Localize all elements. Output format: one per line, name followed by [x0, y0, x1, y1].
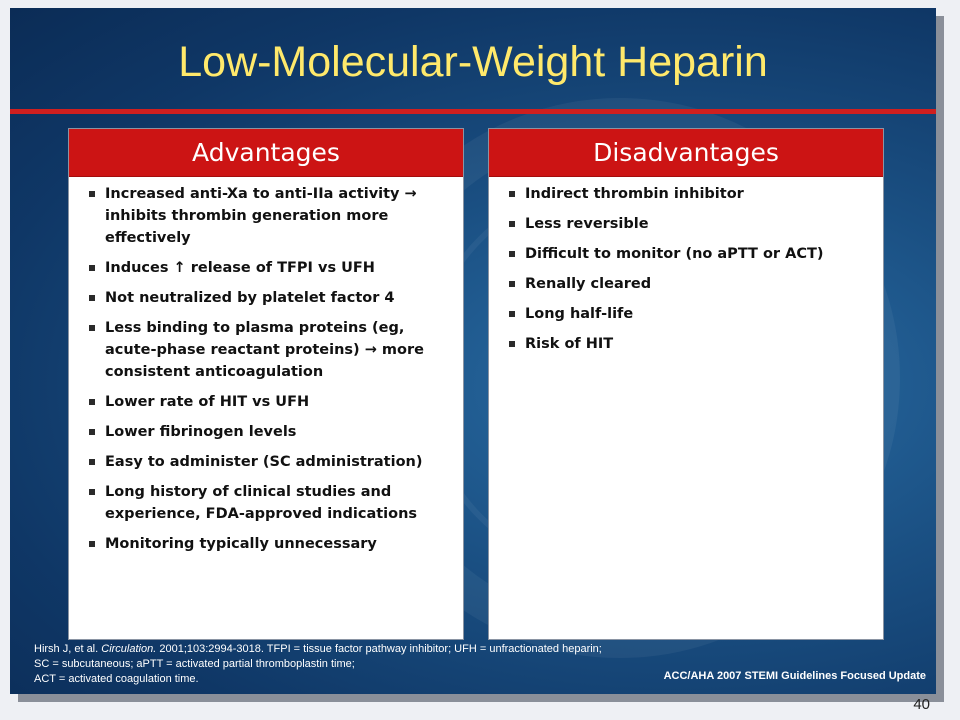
advantage-item: Monitoring typically unnecessary — [89, 533, 453, 555]
disadvantage-item: Difficult to monitor (no aPTT or ACT) — [509, 243, 873, 265]
footnote-line-1: Hirsh J, et al. Circulation. 2001;103:29… — [34, 642, 754, 657]
guideline-credit: ACC/AHA 2007 STEMI Guidelines Focused Up… — [663, 670, 926, 682]
advantages-heading: Advantages — [69, 129, 463, 177]
advantages-list: Increased anti-Xa to anti-IIa activity →… — [69, 177, 463, 555]
advantage-item: Less binding to plasma proteins (eg, acu… — [89, 317, 453, 383]
reference-footnote: Hirsh J, et al. Circulation. 2001;103:29… — [34, 642, 754, 687]
advantages-panel: Advantages Increased anti-Xa to anti-IIa… — [68, 128, 464, 640]
disadvantage-item: Risk of HIT — [509, 333, 873, 355]
slide-title: Low-Molecular-Weight Heparin — [178, 38, 768, 86]
advantage-item: Induces ↑ release of TFPI vs UFH — [89, 257, 453, 279]
disadvantage-item: Less reversible — [509, 213, 873, 235]
advantage-item: Lower fibrinogen levels — [89, 421, 453, 443]
slide: Low-Molecular-Weight Heparin Advantages … — [10, 8, 936, 694]
page-number: 40 — [913, 696, 930, 713]
advantage-item: Lower rate of HIT vs UFH — [89, 391, 453, 413]
title-divider — [10, 109, 936, 114]
disadvantages-list: Indirect thrombin inhibitor Less reversi… — [489, 177, 883, 355]
disadvantages-heading: Disadvantages — [489, 129, 883, 177]
advantage-item: Not neutralized by platelet factor 4 — [89, 287, 453, 309]
disadvantage-item: Renally cleared — [509, 273, 873, 295]
footnote-line-2: SC = subcutaneous; aPTT = activated part… — [34, 658, 355, 670]
advantage-item: Long history of clinical studies and exp… — [89, 481, 453, 525]
footnote-authors: Hirsh J, et al. — [34, 643, 99, 655]
disadvantage-item: Indirect thrombin inhibitor — [509, 183, 873, 205]
disadvantages-panel: Disadvantages Indirect thrombin inhibito… — [488, 128, 884, 640]
footnote-journal: Circulation. — [101, 643, 157, 655]
footnote-citation: 2001;103:2994-3018. TFPI = tissue factor… — [159, 643, 602, 655]
advantage-item: Increased anti-Xa to anti-IIa activity →… — [89, 183, 453, 249]
disadvantage-item: Long half-life — [509, 303, 873, 325]
footnote-line-3: ACT = activated coagulation time. — [34, 673, 199, 685]
advantage-item: Easy to administer (SC administration) — [89, 451, 453, 473]
